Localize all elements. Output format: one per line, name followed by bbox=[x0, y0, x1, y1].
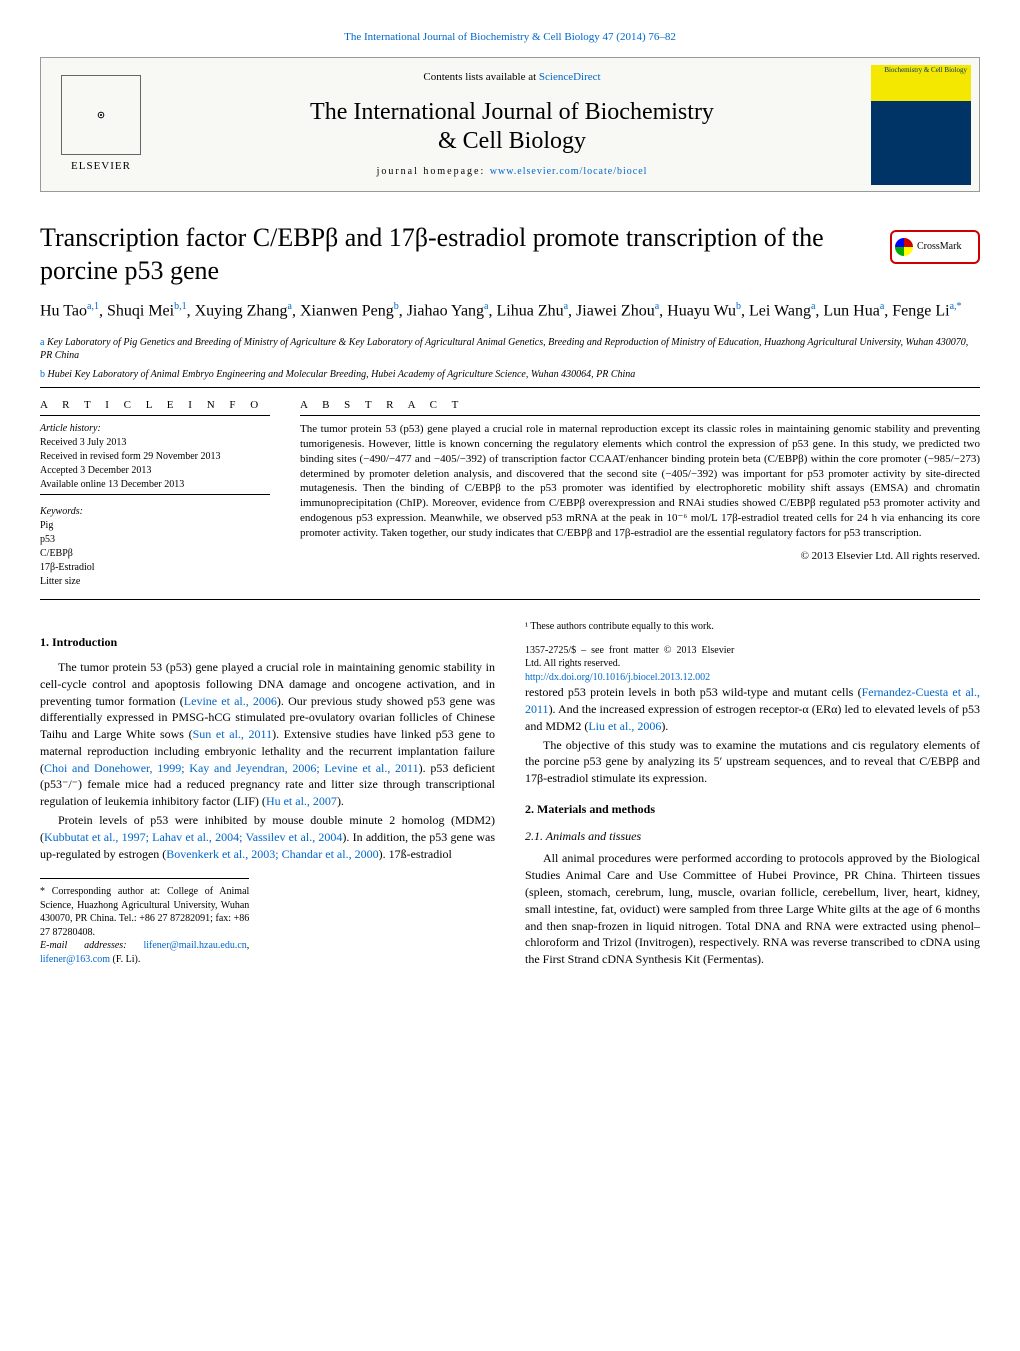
accepted-date: Accepted 3 December 2013 bbox=[40, 464, 270, 478]
revised-date: Received in revised form 29 November 201… bbox=[40, 450, 270, 464]
contents-prefix: Contents lists available at bbox=[423, 71, 538, 83]
abstract-divider bbox=[300, 415, 980, 416]
affiliation-a: a Key Laboratory of Pig Genetics and Bre… bbox=[40, 336, 980, 362]
header-center: Contents lists available at ScienceDirec… bbox=[161, 60, 863, 189]
journal-title-line1: The International Journal of Biochemistr… bbox=[310, 99, 714, 125]
article-title: Transcription factor C/EBPβ and 17β-estr… bbox=[40, 222, 870, 287]
journal-header-box: ELSEVIER Contents lists available at Sci… bbox=[40, 57, 980, 192]
email-name: (F. Li). bbox=[110, 954, 140, 965]
contents-available: Contents lists available at ScienceDirec… bbox=[171, 70, 853, 85]
journal-homepage-line: journal homepage: www.elsevier.com/locat… bbox=[171, 165, 853, 179]
front-matter-line: 1357-2725/$ – see front matter © 2013 El… bbox=[525, 644, 734, 671]
doi-link[interactable]: http://dx.doi.org/10.1016/j.biocel.2013.… bbox=[525, 672, 710, 683]
corresponding-author: * Corresponding author at: College of An… bbox=[40, 885, 249, 939]
abstract-copyright: © 2013 Elsevier Ltd. All rights reserved… bbox=[300, 549, 980, 564]
email-link[interactable]: lifener@mail.hzau.edu.cn bbox=[143, 940, 246, 951]
elsevier-tree-icon bbox=[61, 75, 141, 155]
equal-contribution: ¹ These authors contribute equally to th… bbox=[525, 620, 734, 634]
body-paragraph: The tumor protein 53 (p53) gene played a… bbox=[40, 659, 495, 810]
abstract-header: A B S T R A C T bbox=[300, 398, 980, 413]
keyword: Litter size bbox=[40, 575, 270, 589]
cover-text: Biochemistry & Cell Biology bbox=[884, 67, 967, 74]
info-divider bbox=[40, 494, 270, 495]
crossmark-badge[interactable]: CrossMark bbox=[890, 230, 980, 264]
body-paragraph: The objective of this study was to exami… bbox=[525, 737, 980, 787]
homepage-prefix: journal homepage: bbox=[377, 166, 490, 177]
elsevier-text: ELSEVIER bbox=[49, 159, 153, 174]
section-heading-intro: 1. Introduction bbox=[40, 634, 495, 651]
elsevier-logo: ELSEVIER bbox=[41, 57, 161, 192]
email-label: E-mail addresses: bbox=[40, 940, 143, 951]
aff-label-b: b bbox=[40, 369, 48, 380]
divider bbox=[40, 599, 980, 600]
abstract-column: A B S T R A C T The tumor protein 53 (p5… bbox=[300, 398, 980, 589]
crossmark-label: CrossMark bbox=[917, 240, 961, 254]
journal-cover-thumbnail: Biochemistry & Cell Biology bbox=[871, 65, 971, 185]
article-info-column: A R T I C L E I N F O Article history: R… bbox=[40, 398, 270, 589]
journal-citation-header: The International Journal of Biochemistr… bbox=[40, 30, 980, 45]
journal-title-line2: & Cell Biology bbox=[438, 128, 586, 154]
abstract-text: The tumor protein 53 (p53) gene played a… bbox=[300, 422, 980, 541]
keyword: p53 bbox=[40, 533, 270, 547]
divider bbox=[40, 387, 980, 388]
aff-text-a: Key Laboratory of Pig Genetics and Breed… bbox=[40, 337, 968, 361]
section-heading-methods: 2. Materials and methods bbox=[525, 801, 980, 818]
email-link[interactable]: lifener@163.com bbox=[40, 954, 110, 965]
crossmark-icon bbox=[895, 238, 913, 256]
aff-label-a: a bbox=[40, 337, 47, 348]
affiliation-b: b Hubei Key Laboratory of Animal Embryo … bbox=[40, 368, 980, 381]
body-paragraph: restored p53 protein levels in both p53 … bbox=[525, 684, 980, 734]
aff-text-b: Hubei Key Laboratory of Animal Embryo En… bbox=[48, 369, 636, 380]
subsection-heading: 2.1. Animals and tissues bbox=[525, 828, 980, 845]
sciencedirect-link[interactable]: ScienceDirect bbox=[539, 71, 601, 83]
info-divider bbox=[40, 415, 270, 416]
email-line: E-mail addresses: lifener@mail.hzau.edu.… bbox=[40, 939, 249, 966]
body-paragraph: All animal procedures were performed acc… bbox=[525, 850, 980, 968]
body-paragraph: Protein levels of p53 were inhibited by … bbox=[40, 812, 495, 862]
online-date: Available online 13 December 2013 bbox=[40, 478, 270, 492]
keyword: Pig bbox=[40, 519, 270, 533]
authors-list: Hu Taoa,1, Shuqi Meib,1, Xuying Zhanga, … bbox=[40, 299, 980, 323]
keyword: C/EBPβ bbox=[40, 547, 270, 561]
received-date: Received 3 July 2013 bbox=[40, 436, 270, 450]
history-label: Article history: bbox=[40, 422, 270, 436]
keywords-label: Keywords: bbox=[40, 505, 270, 519]
homepage-link[interactable]: www.elsevier.com/locate/biocel bbox=[490, 166, 648, 177]
article-info-header: A R T I C L E I N F O bbox=[40, 398, 270, 413]
journal-title: The International Journal of Biochemistr… bbox=[171, 98, 853, 156]
citation-link[interactable]: The International Journal of Biochemistr… bbox=[344, 31, 676, 43]
keyword: 17β-Estradiol bbox=[40, 561, 270, 575]
body-two-column: 1. Introduction The tumor protein 53 (p5… bbox=[40, 620, 980, 968]
